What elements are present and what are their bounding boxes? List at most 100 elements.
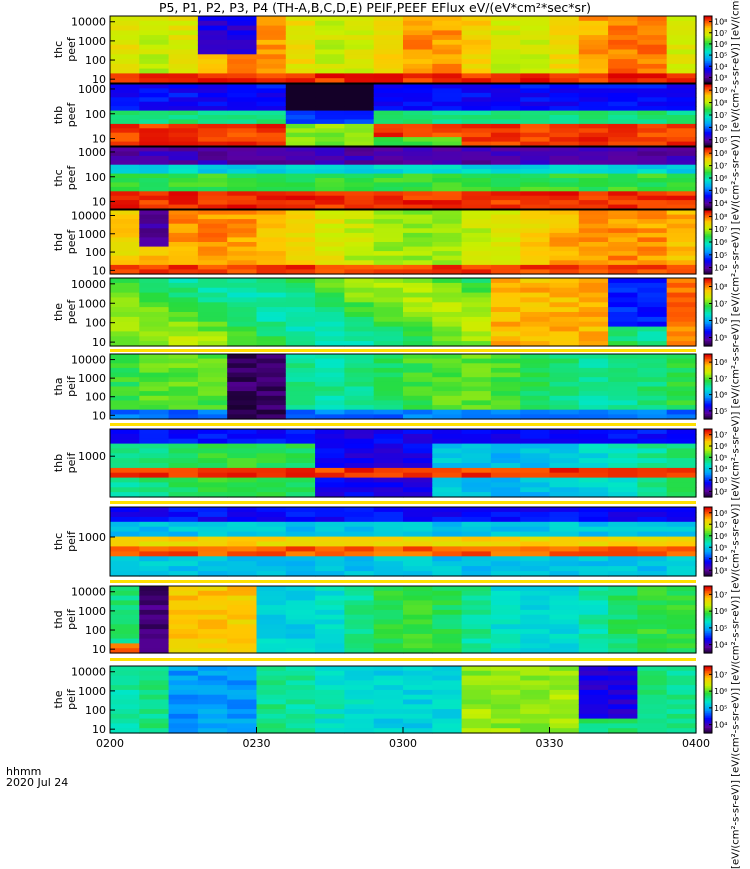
heatmap-cell xyxy=(461,151,492,157)
heatmap-cell xyxy=(461,68,492,74)
colorbar-tick-label: 10⁹ xyxy=(714,86,727,95)
panel-frame xyxy=(109,277,697,347)
heatmap-cell xyxy=(256,251,287,257)
heatmap-cell xyxy=(637,595,668,601)
heatmap-cell xyxy=(608,670,638,677)
colorbar-step xyxy=(704,679,712,682)
heatmap-cell xyxy=(168,169,199,175)
heatmap-cell xyxy=(432,264,463,271)
colorbar-step xyxy=(704,26,712,29)
heatmap-cell xyxy=(578,511,609,518)
heatmap-cell xyxy=(432,92,463,98)
heatmap-cell xyxy=(403,242,433,248)
heatmap-cell xyxy=(168,624,199,630)
colorbar-step xyxy=(704,513,712,517)
heatmap-cell xyxy=(578,609,609,616)
heatmap-cell xyxy=(461,438,492,445)
heatmap-cell xyxy=(520,20,551,27)
heatmap-cell xyxy=(520,312,551,318)
heatmap-cell xyxy=(285,713,316,720)
heatmap-cell xyxy=(139,561,170,567)
heatmap-cell xyxy=(578,39,609,46)
heatmap-cell xyxy=(227,551,258,557)
heatmap-cell xyxy=(256,269,287,275)
colorbar-tick-label: 10⁵ xyxy=(714,543,727,552)
heatmap-cell xyxy=(490,312,521,318)
heatmap-cell xyxy=(227,39,258,46)
heatmap-cell xyxy=(520,191,551,197)
heatmap-cell xyxy=(461,694,492,701)
colorbar-step xyxy=(704,211,712,214)
heatmap-cell xyxy=(139,137,170,143)
heatmap-cell xyxy=(608,228,638,234)
heatmap-cell xyxy=(666,643,697,649)
heatmap-cell xyxy=(373,228,404,234)
heatmap-cell xyxy=(549,723,580,729)
heatmap-cell xyxy=(168,59,199,65)
heatmap-cell xyxy=(608,25,638,31)
heatmap-cell xyxy=(256,151,287,157)
heatmap-cell xyxy=(197,160,228,166)
heatmap-cell xyxy=(461,458,492,464)
colorbar-step xyxy=(704,104,712,107)
colorbar-step xyxy=(704,283,712,286)
heatmap-cell xyxy=(256,487,287,493)
heatmap-cell xyxy=(461,723,492,729)
heatmap-cell xyxy=(403,521,433,528)
heatmap-cell xyxy=(403,331,433,337)
heatmap-cell xyxy=(256,381,287,388)
colorbar-step xyxy=(704,96,712,99)
heatmap-cell xyxy=(403,680,433,686)
colorbar-step xyxy=(704,626,712,629)
heatmap-cell xyxy=(549,354,580,360)
colorbar-step xyxy=(704,193,712,196)
colorbar-tick-label: 10³ xyxy=(714,566,727,575)
heatmap-cell xyxy=(256,182,287,188)
colorbar-step xyxy=(704,128,712,131)
heatmap-cell xyxy=(139,191,170,197)
heatmap-cell xyxy=(637,586,668,592)
heatmap-cell xyxy=(520,63,551,70)
heatmap-cell xyxy=(403,477,433,484)
heatmap-cell xyxy=(578,590,609,597)
heatmap-cell xyxy=(373,586,404,592)
heatmap-cell xyxy=(139,728,170,734)
heatmap-cell xyxy=(432,463,463,469)
heatmap-cell xyxy=(110,30,140,36)
heatmap-cell xyxy=(549,264,580,271)
heatmap-cell xyxy=(315,409,345,415)
heatmap-cell xyxy=(110,526,140,533)
heatmap-cell xyxy=(403,232,433,239)
heatmap-cell xyxy=(578,536,609,543)
heatmap-cell xyxy=(315,363,345,369)
heatmap-cell xyxy=(549,35,580,41)
colorbar-step xyxy=(704,90,712,93)
heatmap-cell xyxy=(520,237,551,243)
heatmap-cell xyxy=(315,30,345,36)
heatmap-cell xyxy=(403,155,433,161)
heatmap-cell xyxy=(403,182,433,188)
heatmap-cell xyxy=(608,541,638,547)
colorbar-step xyxy=(704,636,712,639)
heatmap-cell xyxy=(549,438,580,445)
colorbar-step xyxy=(704,376,712,379)
heatmap-cell xyxy=(578,155,609,161)
heatmap-cell xyxy=(197,526,228,533)
colorbar-step xyxy=(704,79,712,82)
heatmap-cell xyxy=(168,251,199,257)
heatmap-cell xyxy=(315,164,345,170)
heatmap-cell xyxy=(315,670,345,677)
colorbar-step xyxy=(704,532,712,536)
heatmap-cell xyxy=(168,689,199,696)
colorbar-step xyxy=(704,594,712,597)
heatmap-cell xyxy=(139,84,170,89)
heatmap-cell xyxy=(110,633,140,640)
heatmap-cell xyxy=(168,35,199,41)
heatmap-cell xyxy=(315,694,345,701)
heatmap-cell xyxy=(432,316,463,323)
heatmap-cell xyxy=(637,638,668,644)
heatmap-cell xyxy=(432,643,463,649)
heatmap-cell xyxy=(520,173,551,179)
heatmap-cell xyxy=(139,614,170,621)
heatmap-cell xyxy=(520,551,551,557)
